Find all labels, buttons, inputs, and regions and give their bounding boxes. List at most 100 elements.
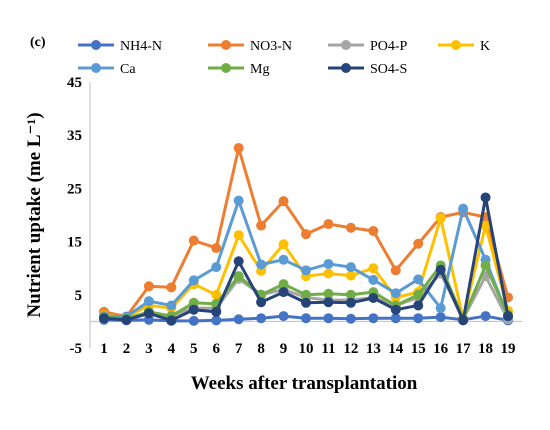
data-point (435, 213, 446, 224)
data-point (211, 289, 222, 300)
legend-item: NH4-N (78, 39, 162, 54)
data-point (278, 239, 289, 250)
data-point (256, 297, 267, 308)
data-point (390, 304, 401, 315)
x-tick-label: 9 (280, 341, 288, 357)
legend-swatch-marker (221, 63, 231, 73)
x-tick-label: 10 (299, 341, 314, 357)
x-tick-label: 1 (100, 341, 108, 357)
data-point (323, 268, 334, 279)
x-tick-label: 17 (456, 341, 472, 357)
legend-label: Ca (120, 62, 136, 77)
x-tick-label: 18 (478, 341, 493, 357)
data-point (188, 297, 199, 308)
legend-item: NO3-N (208, 39, 292, 54)
x-tick-label: 8 (257, 341, 265, 357)
data-point (233, 314, 244, 325)
data-point (345, 270, 356, 281)
legend-label: SO4-S (370, 62, 407, 77)
data-point (480, 311, 491, 322)
data-point (458, 315, 469, 326)
data-point (143, 281, 154, 292)
legend-item: PO4-P (328, 39, 408, 54)
data-point (413, 289, 424, 300)
data-point (368, 292, 379, 303)
legend-label: NO3-N (250, 39, 292, 54)
series-so4-s (99, 192, 513, 326)
data-point (368, 263, 379, 274)
legend-item: K (438, 39, 490, 54)
data-point (301, 265, 311, 276)
x-tick-label: 4 (168, 341, 176, 357)
data-point (233, 230, 244, 241)
data-point (188, 315, 199, 326)
data-point (233, 271, 244, 282)
legend-label: NH4-N (120, 39, 162, 54)
panel-label: (c) (30, 35, 46, 50)
y-tick-label: 15 (67, 235, 82, 251)
data-point (323, 219, 334, 230)
y-tick-label: -5 (70, 341, 83, 357)
x-tick-label: 19 (501, 341, 516, 357)
data-point (278, 279, 289, 290)
legend-swatch-marker (91, 63, 101, 73)
y-tick-label: 5 (75, 288, 83, 304)
data-point (188, 304, 199, 315)
data-point (413, 238, 424, 249)
data-point (188, 275, 199, 286)
x-tick-label: 16 (433, 341, 449, 357)
data-point (278, 254, 289, 265)
x-tick-label: 14 (388, 341, 404, 357)
x-tick-label: 2 (123, 341, 131, 357)
legend-item: SO4-S (328, 62, 407, 77)
data-point (368, 313, 379, 324)
legend-swatch-marker (221, 40, 231, 50)
data-point (323, 258, 334, 269)
data-point (323, 288, 334, 299)
data-point (301, 289, 311, 300)
x-tick-label: 6 (212, 341, 220, 357)
data-point (480, 260, 491, 271)
data-point (413, 313, 424, 324)
legend: NH4-N NO3-N PO4-P K Ca Mg SO4-S (78, 39, 490, 77)
y-tick-label: 45 (67, 75, 82, 91)
data-point (143, 296, 154, 307)
data-point (233, 256, 244, 267)
x-tick-label: 7 (235, 341, 243, 357)
legend-item: Ca (78, 62, 136, 77)
data-point (143, 308, 154, 319)
data-point (188, 235, 199, 246)
data-point (211, 242, 222, 253)
data-point (278, 287, 289, 298)
data-point (368, 225, 379, 236)
data-point (435, 312, 446, 323)
x-tick-label: 15 (411, 341, 426, 357)
data-point (368, 274, 379, 285)
x-tick-label: 3 (145, 341, 153, 357)
data-point (256, 313, 267, 324)
data-point (435, 264, 446, 275)
data-point (278, 311, 289, 322)
data-point (480, 192, 491, 203)
data-point (390, 313, 401, 324)
data-point (413, 300, 424, 311)
legend-swatch-marker (91, 40, 101, 50)
legend-label: K (480, 39, 490, 54)
data-point (345, 297, 356, 308)
data-point (301, 229, 311, 240)
data-point (390, 265, 401, 276)
x-tick-label: 13 (366, 341, 381, 357)
data-point (301, 297, 311, 308)
data-point (278, 196, 289, 207)
legend-label: PO4-P (370, 39, 408, 54)
data-point (256, 220, 267, 231)
x-tick-label: 11 (321, 341, 335, 357)
data-point (323, 297, 334, 308)
y-tick-label: 35 (67, 128, 82, 144)
data-point (166, 315, 177, 326)
data-point (121, 314, 132, 325)
data-point (211, 315, 222, 326)
legend-label: Mg (250, 62, 269, 77)
data-point (233, 195, 244, 206)
